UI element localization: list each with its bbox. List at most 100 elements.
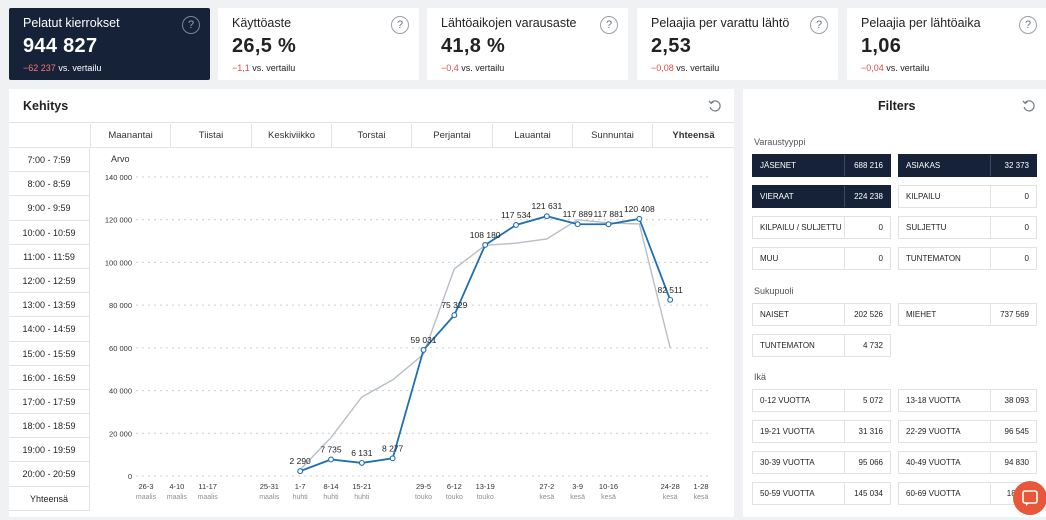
reset-icon[interactable] [708, 99, 722, 113]
day-header[interactable]: Keskiviikko [251, 124, 331, 148]
reset-icon[interactable] [1022, 99, 1036, 113]
day-header-total[interactable]: Yhteensä [652, 124, 734, 148]
hour-row[interactable]: 7:00 - 7:59 [9, 148, 90, 173]
hour-row[interactable]: 9:00 - 9:59 [9, 196, 90, 221]
x-tick-label: 11-17 [198, 482, 217, 491]
day-header[interactable]: Lauantai [492, 124, 572, 148]
data-label: 117 881 [593, 209, 623, 219]
data-point [358, 459, 365, 466]
hour-row[interactable]: 19:00 - 19:59 [9, 438, 90, 463]
day-header[interactable]: Maanantai [90, 124, 170, 148]
filter-chip[interactable]: MUU 0 [752, 247, 891, 270]
kpi-change: −0,04 vs. vertailu [861, 63, 930, 73]
filter-chip-label: 30-39 VUOTTA [760, 458, 815, 467]
hour-row[interactable]: 16:00 - 16:59 [9, 365, 90, 390]
x-tick-label: 4-10 [169, 482, 184, 491]
filter-chip[interactable]: SULJETTU 0 [898, 216, 1037, 239]
help-icon[interactable]: ? [391, 16, 409, 34]
chat-button[interactable] [1013, 481, 1046, 515]
filter-chip[interactable]: MIEHET 737 569 [898, 303, 1037, 326]
help-icon[interactable]: ? [600, 16, 618, 34]
filter-chip[interactable]: 50-59 VUOTTA 145 034 [752, 482, 891, 505]
filter-chip-label: 22-29 VUOTTA [906, 427, 961, 436]
filter-chip-count: 224 238 [844, 186, 890, 207]
hour-row[interactable]: 12:00 - 12:59 [9, 268, 90, 294]
kpi-card-utilization[interactable]: Käyttöaste 26,5 % −1,1 vs. vertailu ? [218, 8, 419, 80]
filter-chip[interactable]: VIERAAT 224 238 [752, 185, 891, 208]
kpi-card-players-per-booking[interactable]: Pelaajia per varattu lähtö 2,53 −0,08 vs… [637, 8, 838, 80]
hour-row[interactable]: 11:00 - 11:59 [9, 244, 90, 269]
day-header[interactable]: Sunnuntai [572, 124, 652, 148]
day-header[interactable]: Perjantai [411, 124, 492, 148]
kpi-card-booking-rate[interactable]: Lähtöaikojen varausaste 41,8 % −0,4 vs. … [427, 8, 628, 80]
filter-chip-count: 94 830 [990, 452, 1036, 473]
y-tick-label: 40 000 [109, 387, 132, 396]
kpi-change: −0,4 vs. vertailu [441, 63, 505, 73]
kehitys-panel: Kehitys Maanantai Tiistai Keskiviikko To… [9, 89, 734, 517]
filter-chip-count: 145 034 [844, 483, 890, 504]
filter-chip[interactable]: JÄSENET 688 216 [752, 154, 891, 177]
hour-row[interactable]: 17:00 - 17:59 [9, 389, 90, 415]
filter-chip[interactable]: 30-39 VUOTTA 95 066 [752, 451, 891, 474]
kpi-card-rounds[interactable]: Pelatut kierrokset 944 827 −62 237 vs. v… [9, 8, 210, 80]
help-icon[interactable]: ? [1019, 16, 1037, 34]
filter-chip-count: 0 [990, 217, 1036, 238]
kpi-card-players-per-slot[interactable]: Pelaajia per lähtöaika 1,06 −0,04 vs. ve… [847, 8, 1046, 80]
y-tick-label: 140 000 [105, 173, 132, 182]
hour-row[interactable]: 14:00 - 14:59 [9, 317, 90, 342]
hour-row[interactable]: 10:00 - 10:59 [9, 220, 90, 245]
filter-chip[interactable]: 40-49 VUOTTA 94 830 [898, 451, 1037, 474]
filter-chip[interactable]: 19-21 VUOTTA 31 316 [752, 420, 891, 443]
x-tick-month: touko [415, 494, 432, 501]
filters-header: Filters [743, 89, 1046, 123]
data-label: 6 131 [351, 448, 373, 458]
filter-chip[interactable]: TUNTEMATON 4 732 [752, 334, 891, 357]
data-label: 120 408 [624, 204, 655, 214]
hour-row[interactable]: 15:00 - 15:59 [9, 341, 90, 366]
data-label: 75 329 [441, 300, 467, 310]
filter-chip-count: 202 526 [844, 304, 890, 325]
chat-icon [1022, 490, 1038, 506]
day-header[interactable]: Tiistai [170, 124, 251, 148]
hour-row[interactable]: 18:00 - 18:59 [9, 414, 90, 439]
filter-chip-count: 31 316 [844, 421, 890, 442]
filter-chip[interactable]: KILPAILU 0 [898, 185, 1037, 208]
kpi-change: −1,1 vs. vertailu [232, 63, 296, 73]
filter-chip[interactable]: 22-29 VUOTTA 96 545 [898, 420, 1037, 443]
filter-chip[interactable]: NAISET 202 526 [752, 303, 891, 326]
x-tick-month: huhti [323, 494, 339, 501]
filter-chip-label: 13-18 VUOTTA [906, 396, 961, 405]
x-tick-month: kesä [601, 494, 616, 501]
kpi-title: Pelaajia per varattu lähtö [651, 16, 790, 30]
filter-chip-count: 0 [844, 217, 890, 238]
filter-chip[interactable]: KILPAILU / SULJETTU 0 [752, 216, 891, 239]
data-point [667, 296, 674, 303]
weekday-header: Maanantai Tiistai Keskiviikko Torstai Pe… [9, 124, 734, 148]
x-tick-label: 1-28 [693, 482, 708, 491]
data-point [297, 468, 304, 475]
hour-row[interactable]: 20:00 - 20:59 [9, 462, 90, 487]
x-tick-month: kesä [663, 494, 678, 501]
filter-chip-label: MIEHET [906, 310, 937, 319]
data-label: 82 511 [657, 285, 683, 295]
filter-chip-count: 0 [990, 248, 1036, 269]
filter-chip[interactable]: 13-18 VUOTTA 38 093 [898, 389, 1037, 412]
filter-chip[interactable]: ASIAKAS 32 373 [898, 154, 1037, 177]
filter-chip[interactable]: 0-12 VUOTTA 5 072 [752, 389, 891, 412]
hour-row[interactable]: 13:00 - 13:59 [9, 293, 90, 318]
filter-chip-count: 0 [844, 248, 890, 269]
hour-column: 7:00 - 7:59 8:00 - 8:59 9:00 - 9:59 10:0… [9, 148, 90, 511]
y-tick-label: 20 000 [109, 429, 132, 438]
hour-row-total[interactable]: Yhteensä [9, 486, 90, 511]
filter-chip-label: NAISET [760, 310, 789, 319]
help-icon[interactable]: ? [810, 16, 828, 34]
filter-chip-count: 32 373 [990, 155, 1036, 176]
x-tick-month: touko [477, 494, 494, 501]
x-tick-month: kesä [539, 494, 554, 501]
filter-chip[interactable]: TUNTEMATON 0 [898, 247, 1037, 270]
help-icon[interactable]: ? [182, 16, 200, 34]
kpi-title: Pelatut kierrokset [23, 16, 120, 30]
hour-row[interactable]: 8:00 - 8:59 [9, 172, 90, 197]
filter-chip-label: JÄSENET [760, 161, 797, 170]
day-header[interactable]: Torstai [331, 124, 411, 148]
